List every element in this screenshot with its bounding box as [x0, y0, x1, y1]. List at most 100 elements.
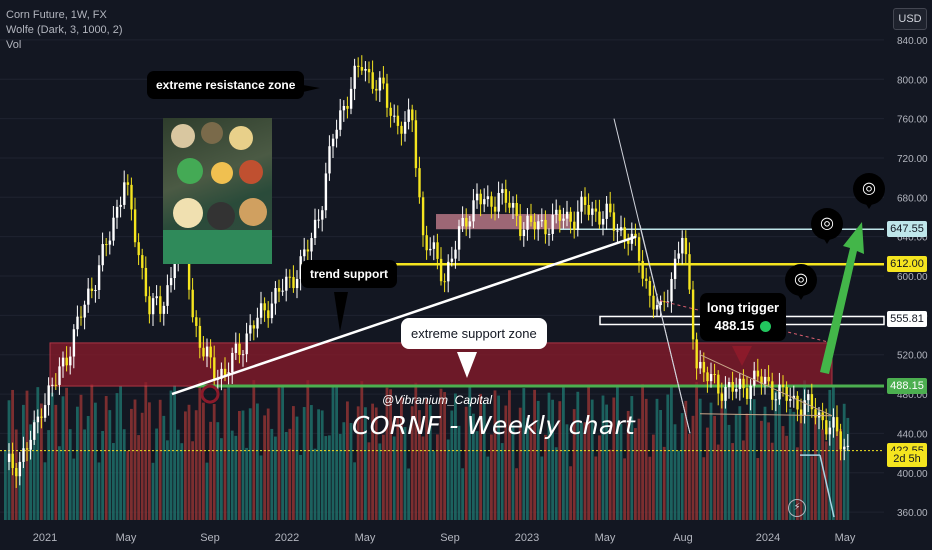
price-tag: 612.00 [887, 256, 927, 273]
volume-bar [497, 395, 500, 520]
volume-bar [745, 413, 749, 520]
volume-bar [630, 396, 634, 520]
candle-body [526, 215, 529, 230]
candle-body [846, 445, 850, 447]
currency-button[interactable]: USD [893, 8, 927, 30]
time-tick-label: 2024 [756, 532, 780, 544]
volume-bar [83, 429, 86, 520]
candle-body [108, 240, 112, 245]
candle-body [663, 301, 666, 303]
volume-bar [151, 462, 155, 520]
candle-body [385, 83, 389, 108]
candle-body [807, 394, 810, 401]
volume-bar [140, 412, 144, 520]
volume-bar [97, 462, 101, 520]
candle-body [544, 219, 547, 235]
volume-bar [194, 410, 198, 520]
candle-body [551, 214, 554, 234]
volume-bar [810, 456, 814, 520]
candle-body [821, 412, 824, 421]
volume-bar [162, 415, 166, 520]
volume-bar [590, 399, 594, 520]
price-tag: 488.15 [887, 378, 927, 395]
trend-pointer [334, 292, 348, 332]
volume-bar [385, 387, 389, 520]
candle-body [321, 210, 324, 220]
volume-bar [184, 411, 187, 520]
candle-body [54, 384, 58, 386]
candle-body [15, 468, 18, 477]
candle-body [400, 125, 403, 134]
candle-body [814, 409, 817, 418]
volume-bar [367, 442, 371, 520]
candle-body [69, 356, 72, 366]
candle-body [738, 378, 742, 389]
volume-bar [846, 417, 850, 520]
candle-body [591, 208, 594, 215]
volume-label[interactable]: Vol [6, 39, 22, 51]
candle-body [583, 196, 587, 205]
volume-bar [259, 455, 263, 520]
candle-body [295, 278, 299, 289]
volume-bar [94, 402, 97, 520]
volume-bar [353, 462, 356, 520]
symbol-label[interactable]: Corn Future, 1W, FX [6, 9, 107, 21]
candle-body [288, 276, 292, 278]
volume-bar [727, 424, 731, 520]
candle-body [774, 399, 778, 401]
wolfe-line [699, 413, 833, 417]
trend-line [171, 235, 637, 396]
candle-body [285, 276, 288, 291]
candle-body [565, 211, 569, 219]
volume-bar [29, 424, 32, 520]
support-pointer [457, 352, 477, 378]
price-tag: 555.81 [887, 311, 927, 328]
candle-body [501, 189, 504, 193]
candle-body [105, 244, 108, 246]
volume-bar [65, 387, 68, 520]
candle-body [137, 242, 140, 256]
resistance-zone [436, 214, 570, 230]
candle-body [25, 448, 29, 450]
volume-bar [392, 436, 396, 520]
candle-body [490, 196, 493, 207]
volume-bar [601, 395, 605, 520]
volume-bar [536, 400, 540, 520]
lightning-icon[interactable]: ⚡ [788, 499, 806, 517]
volume-bar [407, 468, 410, 520]
candle-body [796, 395, 799, 410]
candle-body [22, 448, 25, 462]
candle-body [558, 209, 562, 221]
volume-bar [148, 402, 151, 520]
candle-body [673, 258, 677, 279]
bullish-arrow [820, 222, 864, 374]
volume-bar [774, 390, 778, 520]
candle-body [457, 226, 461, 250]
volume-bar [277, 387, 281, 520]
candle-body [151, 298, 155, 315]
volume-bar [209, 421, 212, 520]
candle-body [72, 329, 76, 357]
candle-body [213, 357, 216, 380]
candle-body [475, 193, 479, 201]
indicator-label[interactable]: Wolfe (Dark, 3, 1000, 2) [6, 24, 123, 36]
volume-bar [331, 387, 335, 520]
volume-bar [720, 392, 724, 520]
volume-bar [461, 468, 464, 520]
volume-bar [706, 427, 709, 520]
support-zone [49, 342, 833, 387]
volume-bar [446, 439, 450, 520]
volume-bar [684, 400, 688, 520]
candle-body [371, 72, 374, 89]
time-tick-label: May [595, 532, 616, 544]
volume-bar [223, 388, 227, 520]
candle-body [162, 305, 166, 314]
candle-body [303, 249, 306, 257]
volume-bar [821, 429, 824, 520]
candle-body [569, 211, 572, 222]
price-tick-label: 440.00 [897, 429, 928, 440]
candle-body [425, 235, 428, 251]
volume-bar [457, 425, 461, 520]
candle-body [342, 105, 346, 111]
